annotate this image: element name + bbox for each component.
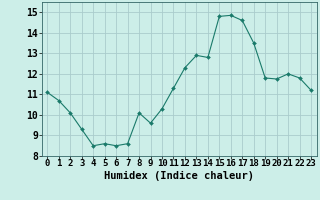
- X-axis label: Humidex (Indice chaleur): Humidex (Indice chaleur): [104, 171, 254, 181]
